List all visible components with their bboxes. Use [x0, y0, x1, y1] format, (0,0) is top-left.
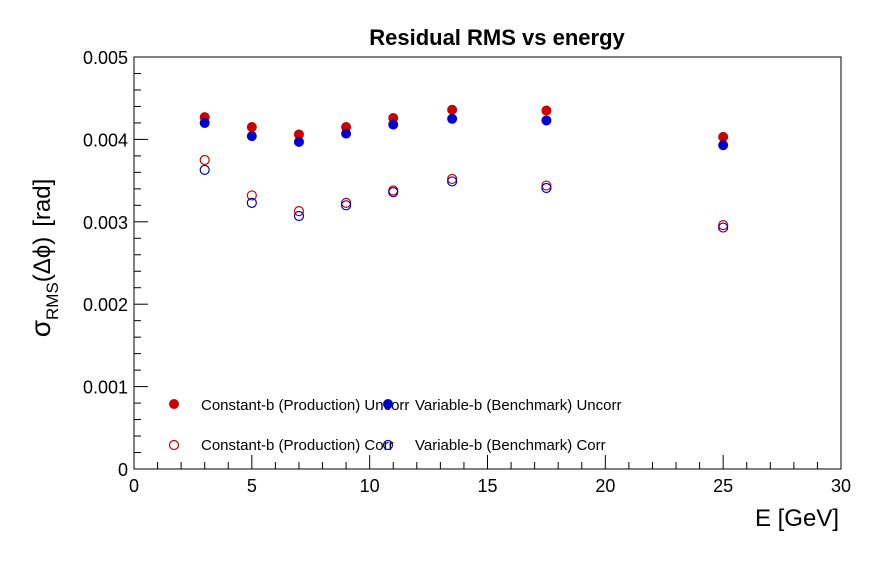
chart-title: Residual RMS vs energy	[369, 25, 625, 50]
x-tick-labels: 0 5 10 15 20 25 30	[129, 476, 851, 496]
legend-label-constant-b-uncorr: Constant-b (Production) Uncorr	[201, 397, 409, 414]
x-tick-label: 25	[713, 476, 733, 496]
y-tick-label: 0.005	[83, 48, 128, 68]
data-point-series-2	[293, 205, 305, 217]
x-tick-label: 5	[247, 476, 257, 496]
data-point-series-1	[199, 117, 210, 128]
axis-ticks	[133, 56, 842, 470]
y-tick-labels: 0 0.001 0.002 0.003 0.004 0.005	[83, 48, 128, 480]
legend-label-variable-b-corr: Variable-b (Benchmark) Corr	[415, 437, 606, 454]
data-point-series-1	[447, 113, 458, 124]
legend-marker-variable-b-corr	[382, 439, 394, 451]
x-tick-label: 15	[477, 476, 497, 496]
data-point-series-1	[718, 140, 729, 151]
y-axis-label: σRMS(Δϕ) [rad]	[25, 179, 62, 338]
data-point-series-3	[541, 182, 552, 194]
y-tick-label: 0.002	[83, 295, 128, 315]
legend-label-variable-b-uncorr: Variable-b (Benchmark) Uncorr	[415, 397, 621, 414]
data-point-series-3	[341, 200, 352, 211]
data-point-series-2	[199, 154, 210, 166]
data-point-series-2	[718, 219, 729, 231]
data-point-series-2	[541, 180, 552, 191]
data-point-series-3	[718, 222, 729, 233]
data-point-series-3	[388, 187, 399, 198]
y-axis-label-unit: [rad]	[29, 179, 56, 227]
data-point-series-1	[541, 115, 552, 126]
y-tick-label: 0.004	[83, 130, 128, 150]
y-tick-label: 0	[118, 460, 128, 480]
y-tick-label: 0.001	[83, 378, 128, 398]
data-point-series-1	[388, 119, 399, 130]
data-point-series-2	[246, 190, 257, 201]
legend-marker-variable-b-uncorr	[383, 399, 393, 409]
y-axis-label-argument: (Δϕ)	[29, 237, 56, 282]
data-point-series-2	[447, 173, 458, 185]
data-point-series-3	[199, 164, 210, 175]
data-point-series-3	[293, 210, 305, 222]
x-tick-label: 0	[129, 476, 139, 496]
legend-marker-constant-b-uncorr	[169, 399, 179, 409]
data-points	[199, 104, 729, 233]
svg-text:σRMS(Δϕ)[rad]: σRMS(Δϕ) [rad]	[25, 179, 62, 338]
y-tick-label: 0.003	[83, 213, 128, 233]
x-tick-label: 20	[595, 476, 615, 496]
data-point-series-2	[341, 197, 352, 208]
x-axis-label: E [GeV]	[755, 505, 839, 532]
legend-label-constant-b-corr: Constant-b (Production) Corr	[201, 437, 394, 454]
x-tick-label: 10	[360, 476, 380, 496]
data-point-series-1	[341, 128, 352, 139]
data-point-series-0	[541, 105, 552, 116]
data-point-series-3	[246, 197, 257, 208]
data-point-series-0	[246, 122, 257, 133]
data-point-series-3	[447, 176, 458, 187]
data-point-series-0	[447, 104, 458, 115]
data-point-series-1	[293, 136, 304, 147]
data-point-series-1	[246, 131, 257, 142]
x-tick-label: 30	[831, 476, 851, 496]
legend: Constant-b (Production) Uncorr Variable-…	[168, 397, 621, 454]
y-axis-label-sigma: σ	[25, 320, 56, 337]
data-point-series-0	[718, 131, 729, 142]
legend-marker-constant-b-corr	[168, 439, 180, 451]
y-axis-label-subscript: RMS	[43, 282, 62, 320]
